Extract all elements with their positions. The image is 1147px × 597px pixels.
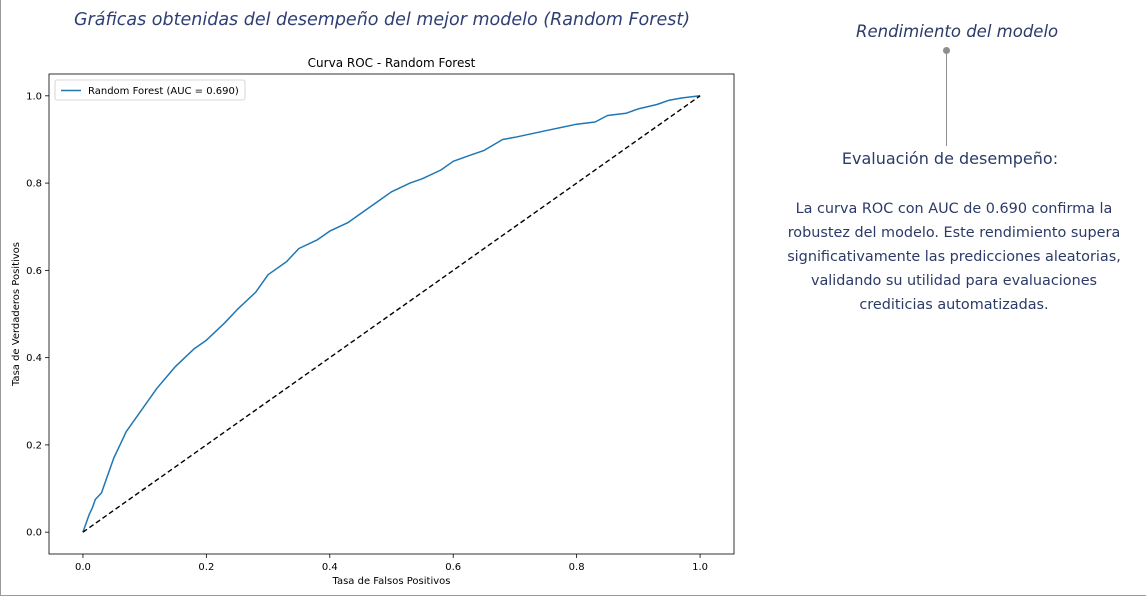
roc-curve-line: [82, 95, 701, 533]
y-tick-label: 0.4: [26, 353, 42, 364]
y-axis-label: Tasa de Verdaderos Positivos: [11, 242, 22, 387]
x-tick-label: 0.4: [322, 562, 338, 573]
chart-title: Curva ROC - Random Forest: [308, 56, 476, 70]
plot-frame: [48, 73, 735, 555]
legend-label: Random Forest (AUC = 0.690): [88, 86, 239, 97]
side-panel-heading: Rendimiento del modelo: [856, 22, 1059, 41]
y-tick-label: 0.2: [26, 440, 42, 451]
roc-chart: 0.0 0.2 0.4 0.6 0.8 1.0 0.0 0.2 0.4 0.6 0.8 1.0 Curv…: [11, 56, 735, 587]
y-tick-label: 0.8: [26, 179, 42, 190]
connector-line: [946, 51, 947, 146]
connector-dot: [943, 47, 950, 54]
y-tick-label: 1.0: [26, 91, 42, 102]
side-panel-body: La curva ROC con AUC de 0.690 confirma l…: [787, 201, 1121, 313]
side-panel-subheading: Evaluación de desempeño:: [841, 149, 1059, 168]
y-tick-label: 0.6: [26, 266, 42, 277]
x-tick-label: 0.2: [198, 562, 214, 573]
x-axis-label: Tasa de Falsos Positivos: [332, 576, 451, 587]
x-tick-label: 0.6: [445, 562, 461, 573]
x-tick-label: 1.0: [692, 562, 708, 573]
legend-box: [54, 79, 246, 101]
x-tick-label: 0.8: [569, 562, 585, 573]
y-tick-label: 0.0: [26, 528, 42, 539]
x-tick-label: 0.0: [75, 562, 91, 573]
slide-title: Gráficas obtenidas del desempeño del mej…: [74, 10, 691, 30]
diagonal-reference-line: [82, 95, 701, 533]
